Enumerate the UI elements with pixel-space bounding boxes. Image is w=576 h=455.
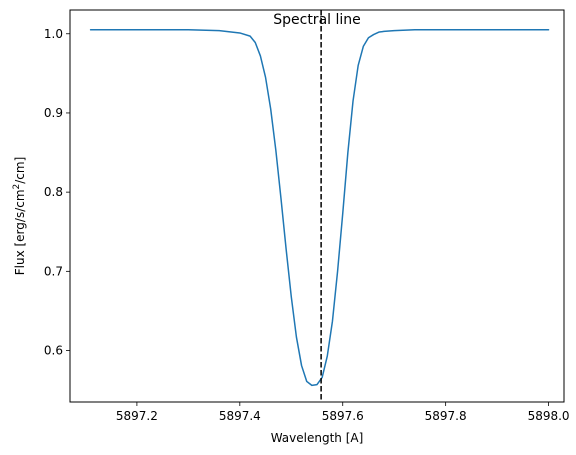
y-tick-label: 0.6 — [44, 344, 63, 358]
y-tick-label: 0.7 — [44, 264, 63, 278]
x-tick-label: 5897.8 — [425, 409, 467, 423]
chart-title: Spectral line — [273, 12, 361, 28]
axes-frame — [69, 9, 565, 403]
y-tick-label: 0.8 — [44, 185, 63, 199]
y-tick-label: 0.9 — [44, 106, 63, 120]
y-axis-ticks: 0.6 0.7 0.8 0.9 1.0 — [44, 27, 70, 358]
x-tick-label: 5897.4 — [219, 409, 261, 423]
plot-area — [89, 10, 550, 402]
y-axis-label: Flux [erg/s/cm2/cm] — [12, 157, 27, 276]
y-axis-label-tail: /cm] — [13, 157, 27, 184]
x-tick-label: 5897.2 — [116, 409, 158, 423]
x-tick-label: 5897.6 — [322, 409, 364, 423]
y-axis-label-main: Flux [erg/s/cm — [13, 189, 27, 275]
y-tick-label: 1.0 — [44, 27, 63, 41]
x-tick-label: 5898.0 — [528, 409, 570, 423]
x-axis-label: Wavelength [A] — [271, 431, 364, 445]
x-axis-ticks: 5897.2 5897.4 5897.6 5897.8 5898.0 — [116, 402, 570, 423]
series-line-0 — [89, 29, 550, 387]
y-axis-label-superscript: 2 — [12, 184, 22, 190]
